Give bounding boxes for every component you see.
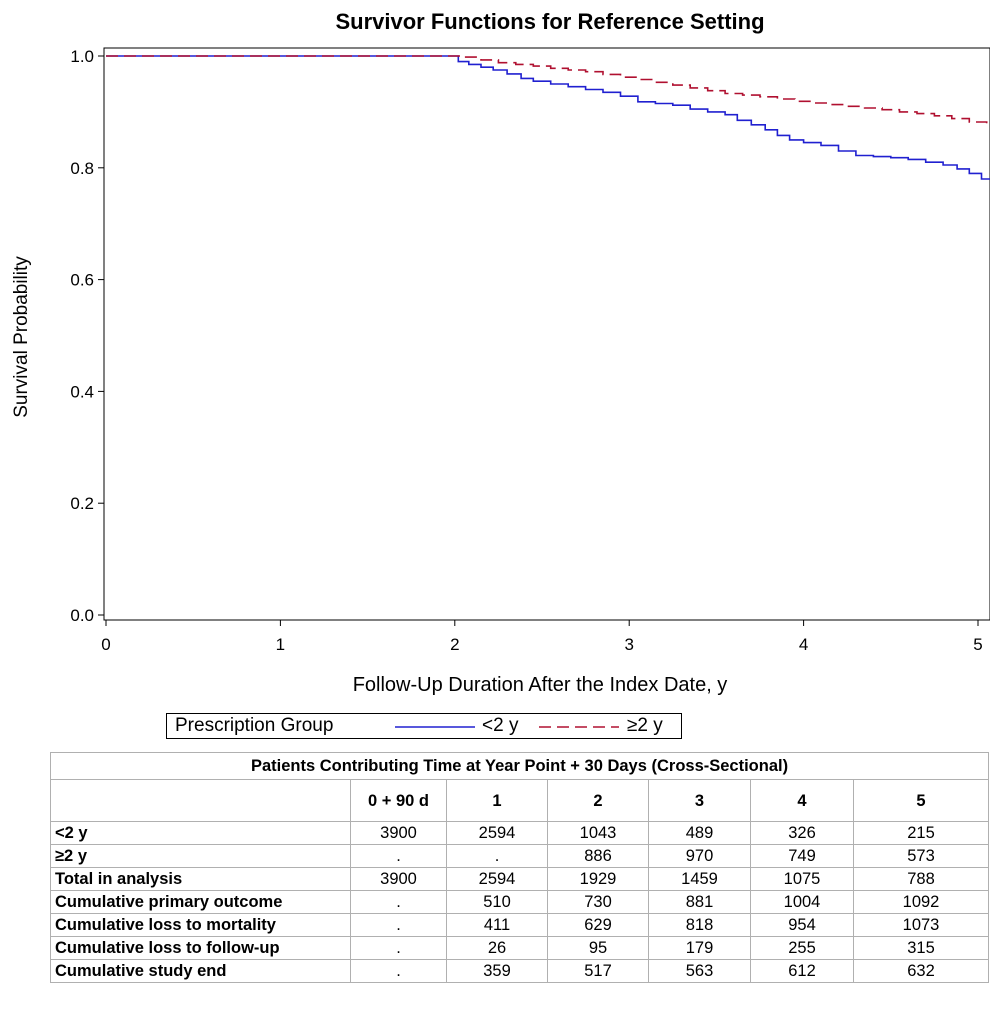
table-cell: 612 [750,959,854,983]
x-tick-label: 0 [101,635,110,654]
table-cell: . [350,936,447,960]
table-cell: 2594 [446,867,548,891]
table-row: Cumulative study end. 359 517 563 612 632 [50,959,990,983]
table-cell: 510 [446,890,548,914]
risk-table: Patients Contributing Time at Year Point… [49,752,990,983]
y-tick-label: 0.0 [70,606,94,625]
table-row-label: ≥2 y [50,844,351,868]
y-tick-label: 0.8 [70,159,94,178]
table-cell: 970 [648,844,751,868]
table-row-label: Cumulative loss to mortality [50,913,351,937]
x-tick-label: 4 [799,635,808,654]
table-column-header: 0 + 90 d [350,779,447,822]
legend: Prescription Group <2 y ≥2 y [166,713,682,739]
table-cell: 26 [446,936,548,960]
y-tick-label: 1.0 [70,47,94,66]
x-axis-label: Follow-Up Duration After the Index Date,… [353,674,728,696]
table-row-label: Total in analysis [50,867,351,891]
table-cell: 1043 [547,821,649,845]
table-cell: 730 [547,890,649,914]
table-cell: 886 [547,844,649,868]
table-column-header: 3 [648,779,751,822]
table-cell: 1075 [750,867,854,891]
table-cell: . [350,844,447,868]
table-cell: . [350,959,447,983]
table-row: Cumulative loss to mortality. 411 629 818 95… [50,913,990,937]
table-column-header: 2 [547,779,649,822]
table-cell: 315 [852,936,990,960]
legend-item-lt2: <2 y [482,715,519,736]
table-body: <2 y 3900 2594 1043 489 326 215 ≥2 y.. 886 970 749… [50,821,990,983]
table-cell: 573 [852,844,990,868]
table-row-label: Cumulative study end [50,959,351,983]
legend-item-ge2: ≥2 y [627,715,663,736]
table-title: Patients Contributing Time at Year Point… [49,752,990,780]
table-cell: . [350,890,447,914]
table-cell: 1073 [852,913,990,937]
table-column-header: 1 [446,779,548,822]
table-cell: 179 [648,936,751,960]
table-cell: 629 [547,913,649,937]
table-cell: . [350,913,447,937]
table-cell: 411 [446,913,548,937]
table-cell: 954 [750,913,854,937]
survival-chart: Survivor Functions for Reference Setting… [11,9,990,696]
x-tick-label: 5 [973,635,982,654]
table-cell: 818 [648,913,751,937]
x-tick-label: 3 [624,635,633,654]
plot-area: 0.0 0.2 0.4 0.6 0.8 1.0 0 1 2 3 4 5 [70,47,990,654]
y-tick-label: 0.6 [70,271,94,290]
y-tick-label: 0.4 [70,382,94,401]
table-column-header [50,779,351,822]
table-cell: 517 [547,959,649,983]
table-column-header: 5 [852,779,990,822]
table-column-header: 4 [750,779,854,822]
table-cell: 3900 [350,821,447,845]
table-row: Cumulative loss to follow-up. 26 95 179 255 3… [50,936,990,960]
legend-title: Prescription Group [175,715,334,736]
table-row-label: Cumulative primary outcome [50,890,351,914]
table-row-label: Cumulative loss to follow-up [50,936,351,960]
table-row: ≥2 y.. 886 970 749 573 [50,844,990,868]
table-cell: 881 [648,890,751,914]
table-cell: 489 [648,821,751,845]
y-tick-label: 0.2 [70,494,94,513]
table-row: Cumulative primary outcome. 510 730 881 1004… [50,890,990,914]
table-cell: 1459 [648,867,751,891]
y-axis-label: Survival Probability [11,256,32,418]
series-line-ge2 [106,55,990,127]
table-cell: 95 [547,936,649,960]
table-cell: 749 [750,844,854,868]
table-cell: 326 [750,821,854,845]
plot-frame [103,47,990,621]
table-cell: . [446,844,548,868]
table-cell: 632 [852,959,990,983]
risk-table-container: Patients Contributing Time at Year Point… [49,752,990,983]
legend-swatches [395,726,619,728]
table-cell: 788 [852,867,990,891]
table-row-label: <2 y [50,821,351,845]
table-cell: 1092 [852,890,990,914]
table-cell: 1929 [547,867,649,891]
x-tick-label: 1 [276,635,285,654]
table-cell: 563 [648,959,751,983]
table-row: Total in analysis 3900 2594 1929 1459 1075 788 [50,867,990,891]
chart-title: Survivor Functions for Reference Setting [335,9,764,34]
table-cell: 359 [446,959,548,983]
table-cell: 1004 [750,890,854,914]
table-row: <2 y 3900 2594 1043 489 326 215 [50,821,990,845]
table-cell: 2594 [446,821,548,845]
table-cell: 255 [750,936,854,960]
table-cell: 3900 [350,867,447,891]
series-line-lt2 [106,55,990,180]
table-cell: 215 [852,821,990,845]
x-tick-label: 2 [450,635,459,654]
